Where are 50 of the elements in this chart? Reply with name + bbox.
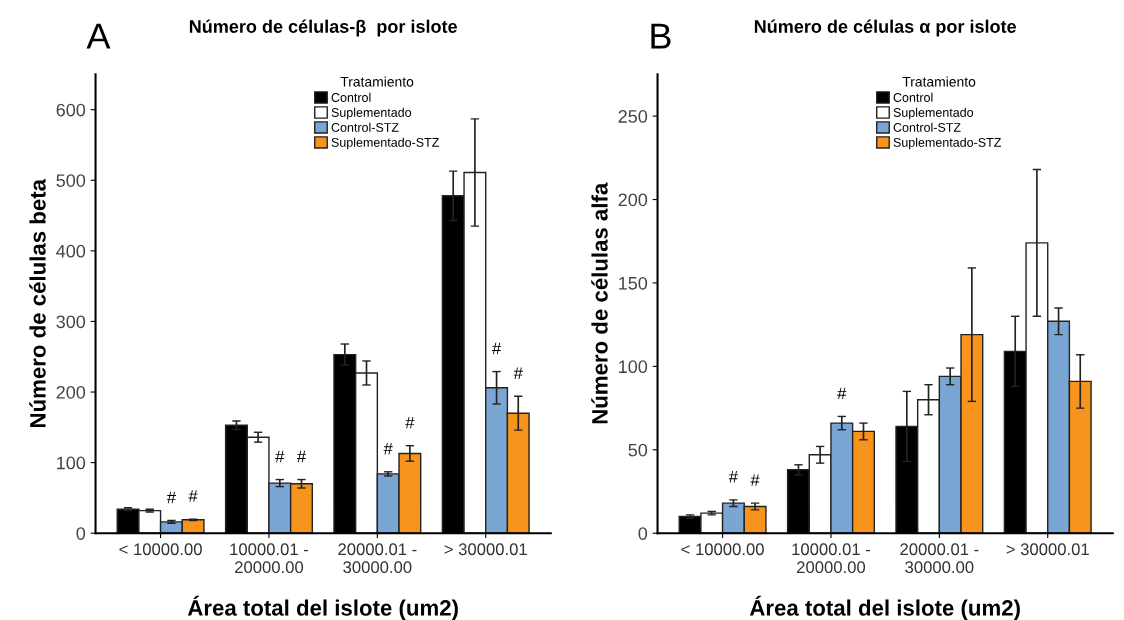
y-tick-label: 200 [618, 193, 648, 207]
data-label: # [513, 367, 523, 379]
legend-label: Control [331, 92, 371, 102]
legend-label: Suplementado [893, 107, 974, 120]
y-tick-label: 0 [76, 527, 86, 540]
legend-title: Tratamiento [902, 76, 976, 87]
y-tick-label: 100 [619, 360, 648, 374]
y-tick-label: 500 [56, 174, 86, 187]
x-tick-label: < 10000.00 [119, 543, 202, 556]
legend-label: Suplementado-STZ [331, 137, 439, 150]
legend-label: Suplementado [331, 107, 412, 120]
y-tick-label: 50 [628, 443, 648, 457]
data-label: # [837, 387, 847, 400]
x-tick-label: 20000.01 - 30000.00 [900, 543, 979, 574]
y-axis-title: Número de células beta [29, 178, 46, 428]
legend-label: Control [893, 92, 933, 102]
y-tick-label: 300 [56, 315, 86, 329]
y-tick-label: 250 [618, 110, 648, 123]
y-tick-label: 150 [619, 276, 648, 290]
data-label: # [275, 450, 285, 463]
data-label: # [296, 450, 307, 463]
text: A [86, 23, 111, 49]
x-tick-label: > 30000.01 [444, 543, 527, 556]
y-axis-title: Número de células alfa [591, 182, 608, 424]
x-axis-title: Área total del islote (um2) [187, 595, 458, 620]
data-label: # [166, 491, 176, 504]
text: B [651, 23, 671, 49]
legend-title: Tratamiento [340, 76, 414, 87]
chart-title: Número de células-β por islote [189, 19, 457, 37]
data-label: # [750, 474, 760, 486]
chart-title: Número de células α por islote [754, 19, 1017, 37]
x-tick-label: > 30000.01 [1006, 543, 1089, 556]
y-tick-label: 400 [56, 244, 86, 258]
x-tick-label: 10000.01 - 20000.00 [230, 543, 309, 574]
x-axis-title: Área total del islote (um2) [749, 595, 1020, 620]
y-tick-label: 600 [56, 103, 86, 117]
x-tick-label: < 10000.00 [681, 543, 764, 556]
data-label: # [728, 471, 738, 483]
legend-label: Control-STZ [893, 122, 961, 132]
x-tick-label: 10000.01 - 20000.00 [792, 543, 871, 574]
legend-label: Suplementado-STZ [893, 137, 1001, 150]
data-label: # [383, 443, 393, 455]
x-tick-label: 20000.01 - 30000.00 [338, 543, 417, 574]
y-tick-label: 200 [56, 385, 86, 399]
data-label: # [188, 490, 198, 502]
data-label: # [492, 342, 502, 355]
y-tick-label: 0 [638, 527, 648, 540]
y-tick-label: 100 [57, 456, 86, 470]
data-label: # [405, 416, 415, 429]
legend-label: Control-STZ [331, 122, 399, 132]
